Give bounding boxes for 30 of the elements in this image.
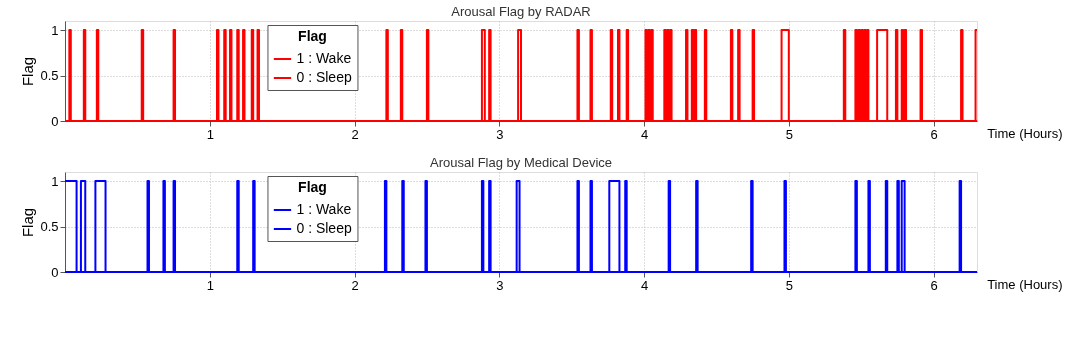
legend-label: 0 : Sleep: [296, 220, 352, 236]
chart-title: Arousal Flag by Medical Device: [429, 155, 613, 170]
chart-title: Arousal Flag by RADAR: [451, 4, 591, 19]
y-tick-label: 0: [51, 264, 59, 280]
x-tick-label: 6: [930, 277, 938, 293]
x-tick-label: 6: [930, 126, 938, 142]
x-tick-label: 4: [640, 277, 649, 293]
x-tick-label: 1: [206, 277, 214, 293]
x-tick-label: 4: [640, 126, 649, 142]
x-tick-label: 1: [206, 126, 214, 142]
x-axis-title: Time (Hours): [987, 125, 1063, 141]
x-tick-label: 2: [351, 126, 359, 142]
legend-label: 1 : Wake: [296, 50, 352, 66]
y-tick-label: 1: [51, 22, 59, 38]
x-tick-label: 3: [496, 126, 504, 142]
y-tick-label: 1: [51, 173, 59, 189]
x-axis-title: Time (Hours): [987, 276, 1063, 292]
y-tick-label: 0.5: [40, 219, 59, 235]
x-tick-label: 5: [785, 126, 793, 142]
y-axis-title: Flag: [19, 56, 37, 87]
y-tick-label: 0: [51, 113, 59, 129]
y-axis-title: Flag: [19, 207, 37, 238]
legend-label: 1 : Wake: [296, 201, 352, 217]
y-tick-label: 0.5: [40, 68, 59, 84]
legend-label: 0 : Sleep: [296, 69, 352, 85]
legend-title: Flag: [298, 179, 327, 195]
x-tick-label: 5: [785, 277, 793, 293]
legend-title: Flag: [298, 28, 327, 44]
x-tick-label: 2: [351, 277, 359, 293]
x-tick-label: 3: [496, 277, 504, 293]
